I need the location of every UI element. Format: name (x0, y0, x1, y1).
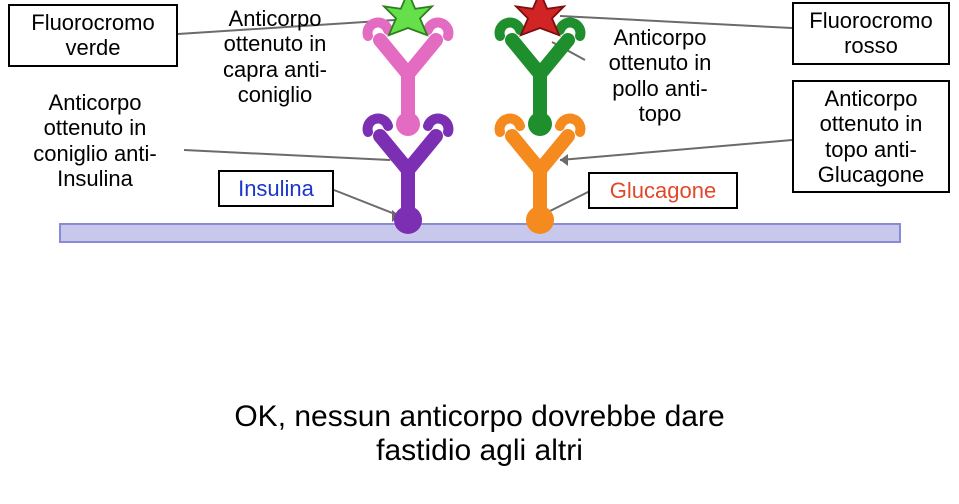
label-fluoro-rosso: Fluorocromorosso (792, 2, 950, 65)
label-fluoro-verde: Fluorocromoverde (8, 4, 178, 67)
platform-rect (60, 224, 900, 242)
label-ab-capra: Anticorpoottenuto incapra anti-coniglio (195, 6, 355, 107)
label-ab-capra-text: Anticorpoottenuto incapra anti-coniglio (223, 6, 327, 107)
caption: OK, nessun anticorpo dovrebbe dare fasti… (0, 400, 959, 468)
label-insulina: Insulina (218, 170, 334, 207)
label-ab-coniglio: Anticorpoottenuto inconiglio anti-Insuli… (6, 90, 184, 191)
label-fluoro-rosso-text: Fluorocromorosso (809, 8, 932, 58)
caption-line2: fastidio agli altri (0, 434, 959, 468)
label-ab-topo-text: Anticorpoottenuto intopo anti-Glucagone (818, 86, 924, 187)
label-ab-topo: Anticorpoottenuto intopo anti-Glucagone (792, 80, 950, 193)
caption-line1: OK, nessun anticorpo dovrebbe dare (0, 400, 959, 434)
star-green (384, 0, 432, 35)
label-ab-pollo-text: Anticorpoottenuto inpollo anti-topo (609, 25, 712, 126)
label-ab-coniglio-text: Anticorpoottenuto inconiglio anti-Insuli… (33, 90, 157, 191)
star-red (516, 0, 564, 35)
label-insulina-text: Insulina (238, 176, 314, 201)
label-glucagone: Glucagone (588, 172, 738, 209)
label-fluoro-verde-text: Fluorocromoverde (31, 10, 154, 60)
label-glucagone-text: Glucagone (610, 178, 716, 203)
label-ab-pollo: Anticorpoottenuto inpollo anti-topo (580, 25, 740, 126)
